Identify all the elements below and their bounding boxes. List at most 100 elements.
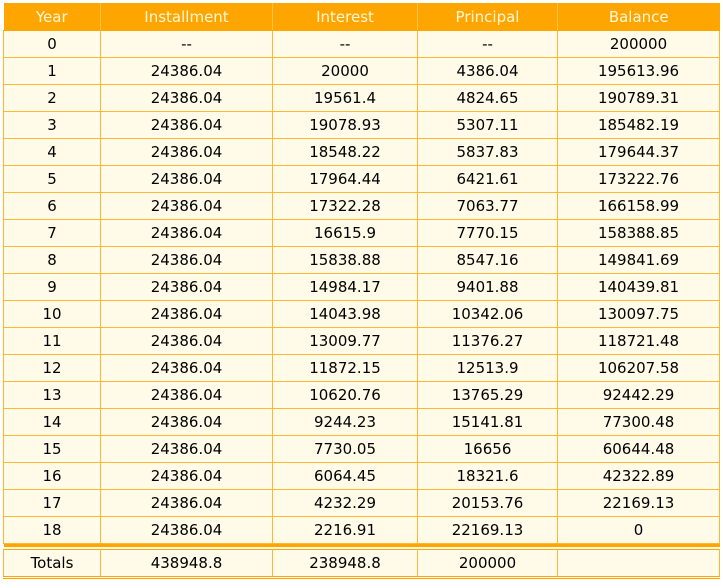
table-row: 3 24386.04 19078.93 5307.11 185482.19 <box>3 111 720 139</box>
table-row: 18 24386.04 2216.91 22169.13 0 <box>3 516 720 544</box>
cell-balance: 60644.48 <box>557 435 720 463</box>
cell-interest: 4232.29 <box>272 489 418 517</box>
cell-interest: 14984.17 <box>272 273 418 301</box>
cell-installment: 24386.04 <box>100 111 273 139</box>
totals-interest: 238948.8 <box>272 549 418 579</box>
cell-interest: 19078.93 <box>272 111 418 139</box>
cell-principal: 4824.65 <box>417 84 558 112</box>
cell-installment: -- <box>100 30 273 58</box>
totals-principal: 200000 <box>417 549 558 579</box>
cell-balance: 200000 <box>557 30 720 58</box>
cell-year: 16 <box>3 462 101 490</box>
cell-installment: 24386.04 <box>100 273 273 301</box>
table-row: 8 24386.04 15838.88 8547.16 149841.69 <box>3 246 720 274</box>
table-row: 15 24386.04 7730.05 16656 60644.48 <box>3 435 720 463</box>
table-row: 2 24386.04 19561.4 4824.65 190789.31 <box>3 84 720 112</box>
cell-year: 11 <box>3 327 101 355</box>
cell-year: 10 <box>3 300 101 328</box>
cell-year: 3 <box>3 111 101 139</box>
table-row: 5 24386.04 17964.44 6421.61 173222.76 <box>3 165 720 193</box>
table-row: 4 24386.04 18548.22 5837.83 179644.37 <box>3 138 720 166</box>
cell-installment: 24386.04 <box>100 138 273 166</box>
cell-installment: 24386.04 <box>100 165 273 193</box>
cell-installment: 24386.04 <box>100 381 273 409</box>
cell-principal: 18321.6 <box>417 462 558 490</box>
cell-installment: 24386.04 <box>100 246 273 274</box>
totals-row: Totals 438948.8 238948.8 200000 <box>3 549 720 579</box>
totals-separator-cell <box>3 543 720 547</box>
cell-interest: 15838.88 <box>272 246 418 274</box>
table-row: 9 24386.04 14984.17 9401.88 140439.81 <box>3 273 720 301</box>
cell-year: 18 <box>3 516 101 544</box>
cell-installment: 24386.04 <box>100 300 273 328</box>
cell-installment: 24386.04 <box>100 327 273 355</box>
cell-balance: 42322.89 <box>557 462 720 490</box>
cell-installment: 24386.04 <box>100 57 273 85</box>
cell-interest: 17322.28 <box>272 192 418 220</box>
cell-interest: 17964.44 <box>272 165 418 193</box>
cell-balance: 179644.37 <box>557 138 720 166</box>
cell-year: 14 <box>3 408 101 436</box>
cell-principal: 13765.29 <box>417 381 558 409</box>
cell-balance: 195613.96 <box>557 57 720 85</box>
cell-interest: 19561.4 <box>272 84 418 112</box>
cell-balance: 173222.76 <box>557 165 720 193</box>
column-header-installment: Installment <box>100 3 273 31</box>
table-row: 1 24386.04 20000 4386.04 195613.96 <box>3 57 720 85</box>
table-row: 0 -- -- -- 200000 <box>3 30 720 58</box>
cell-year: 1 <box>3 57 101 85</box>
cell-interest: 13009.77 <box>272 327 418 355</box>
table-row: 13 24386.04 10620.76 13765.29 92442.29 <box>3 381 720 409</box>
cell-interest: 7730.05 <box>272 435 418 463</box>
column-header-year: Year <box>3 3 101 31</box>
cell-balance: 77300.48 <box>557 408 720 436</box>
cell-year: 5 <box>3 165 101 193</box>
cell-principal: 4386.04 <box>417 57 558 85</box>
totals-separator-gap <box>3 547 720 550</box>
cell-installment: 24386.04 <box>100 84 273 112</box>
cell-interest: 6064.45 <box>272 462 418 490</box>
totals-installment: 438948.8 <box>100 549 273 579</box>
table-row: 12 24386.04 11872.15 12513.9 106207.58 <box>3 354 720 382</box>
cell-principal: 10342.06 <box>417 300 558 328</box>
cell-principal: 22169.13 <box>417 516 558 544</box>
cell-balance: 0 <box>557 516 720 544</box>
cell-interest: 9244.23 <box>272 408 418 436</box>
cell-installment: 24386.04 <box>100 408 273 436</box>
table-row: 7 24386.04 16615.9 7770.15 158388.85 <box>3 219 720 247</box>
cell-year: 8 <box>3 246 101 274</box>
table-row: 17 24386.04 4232.29 20153.76 22169.13 <box>3 489 720 517</box>
cell-year: 15 <box>3 435 101 463</box>
cell-year: 13 <box>3 381 101 409</box>
cell-year: 4 <box>3 138 101 166</box>
cell-year: 6 <box>3 192 101 220</box>
cell-interest: -- <box>272 30 418 58</box>
table-row: 11 24386.04 13009.77 11376.27 118721.48 <box>3 327 720 355</box>
cell-balance: 22169.13 <box>557 489 720 517</box>
cell-principal: 7770.15 <box>417 219 558 247</box>
cell-year: 12 <box>3 354 101 382</box>
header-row: Year Installment Interest Principal Bala… <box>3 3 720 31</box>
table-row: 14 24386.04 9244.23 15141.81 77300.48 <box>3 408 720 436</box>
cell-installment: 24386.04 <box>100 219 273 247</box>
cell-balance: 106207.58 <box>557 354 720 382</box>
cell-balance: 130097.75 <box>557 300 720 328</box>
cell-principal: 15141.81 <box>417 408 558 436</box>
column-header-interest: Interest <box>272 3 418 31</box>
cell-interest: 18548.22 <box>272 138 418 166</box>
cell-principal: 5307.11 <box>417 111 558 139</box>
cell-principal: 6421.61 <box>417 165 558 193</box>
cell-balance: 158388.85 <box>557 219 720 247</box>
cell-year: 2 <box>3 84 101 112</box>
cell-balance: 166158.99 <box>557 192 720 220</box>
cell-principal: 20153.76 <box>417 489 558 517</box>
cell-balance: 118721.48 <box>557 327 720 355</box>
cell-interest: 16615.9 <box>272 219 418 247</box>
cell-interest: 11872.15 <box>272 354 418 382</box>
cell-interest: 20000 <box>272 57 418 85</box>
cell-interest: 14043.98 <box>272 300 418 328</box>
column-header-principal: Principal <box>417 3 558 31</box>
cell-balance: 190789.31 <box>557 84 720 112</box>
cell-interest: 10620.76 <box>272 381 418 409</box>
